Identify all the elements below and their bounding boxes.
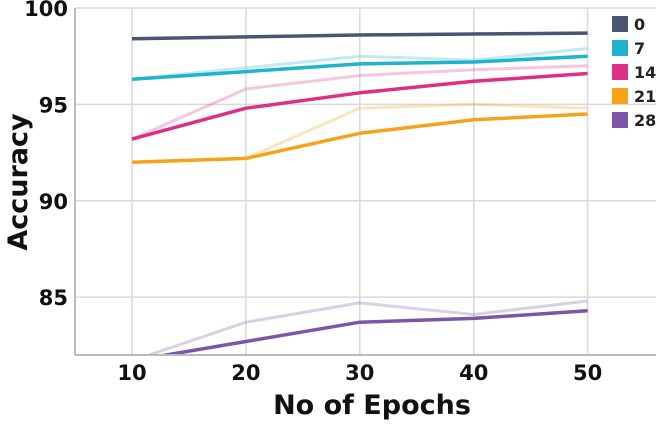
legend-label-28: 28 bbox=[634, 111, 656, 130]
legend-swatch-7 bbox=[612, 40, 628, 56]
x-axis-title: No of Epochs bbox=[273, 390, 471, 421]
legend: 0 7 14 21 28 bbox=[612, 15, 656, 130]
series-line-0 bbox=[131, 31, 588, 41]
y-tick-label: 100 bbox=[24, 0, 68, 21]
legend-label-21: 21 bbox=[634, 87, 656, 106]
axes bbox=[74, 8, 656, 356]
grid-lines bbox=[75, 7, 656, 355]
x-tick-label: 20 bbox=[231, 361, 260, 385]
series-faint-line-28 bbox=[144, 299, 588, 355]
x-tick-label: 10 bbox=[117, 361, 146, 385]
legend-label-0: 0 bbox=[634, 15, 645, 34]
x-tick-label: 30 bbox=[345, 361, 374, 385]
legend-swatch-0 bbox=[612, 16, 628, 32]
x-tick-label: 40 bbox=[459, 361, 488, 385]
series-line-28 bbox=[155, 308, 588, 355]
y-axis-title: Accuracy bbox=[3, 113, 34, 251]
series-line-21 bbox=[131, 112, 588, 164]
series-faint-line-14 bbox=[131, 64, 588, 141]
x-tick-label: 50 bbox=[573, 361, 602, 385]
legend-swatch-28 bbox=[612, 112, 628, 128]
series-lines bbox=[131, 31, 588, 355]
series-faint-line-7 bbox=[131, 47, 588, 81]
series-line-7 bbox=[131, 54, 588, 82]
series-line-14 bbox=[131, 71, 588, 141]
x-tick-labels: 10 20 30 40 50 bbox=[117, 361, 602, 385]
y-tick-label: 90 bbox=[39, 190, 68, 214]
legend-swatch-21 bbox=[612, 88, 628, 104]
y-tick-labels: 85 90 95 100 bbox=[24, 0, 68, 310]
y-tick-label: 95 bbox=[39, 93, 68, 117]
legend-swatch-14 bbox=[612, 64, 628, 80]
legend-label-7: 7 bbox=[634, 39, 645, 58]
legend-label-14: 14 bbox=[634, 63, 656, 82]
y-tick-label: 85 bbox=[39, 286, 68, 310]
